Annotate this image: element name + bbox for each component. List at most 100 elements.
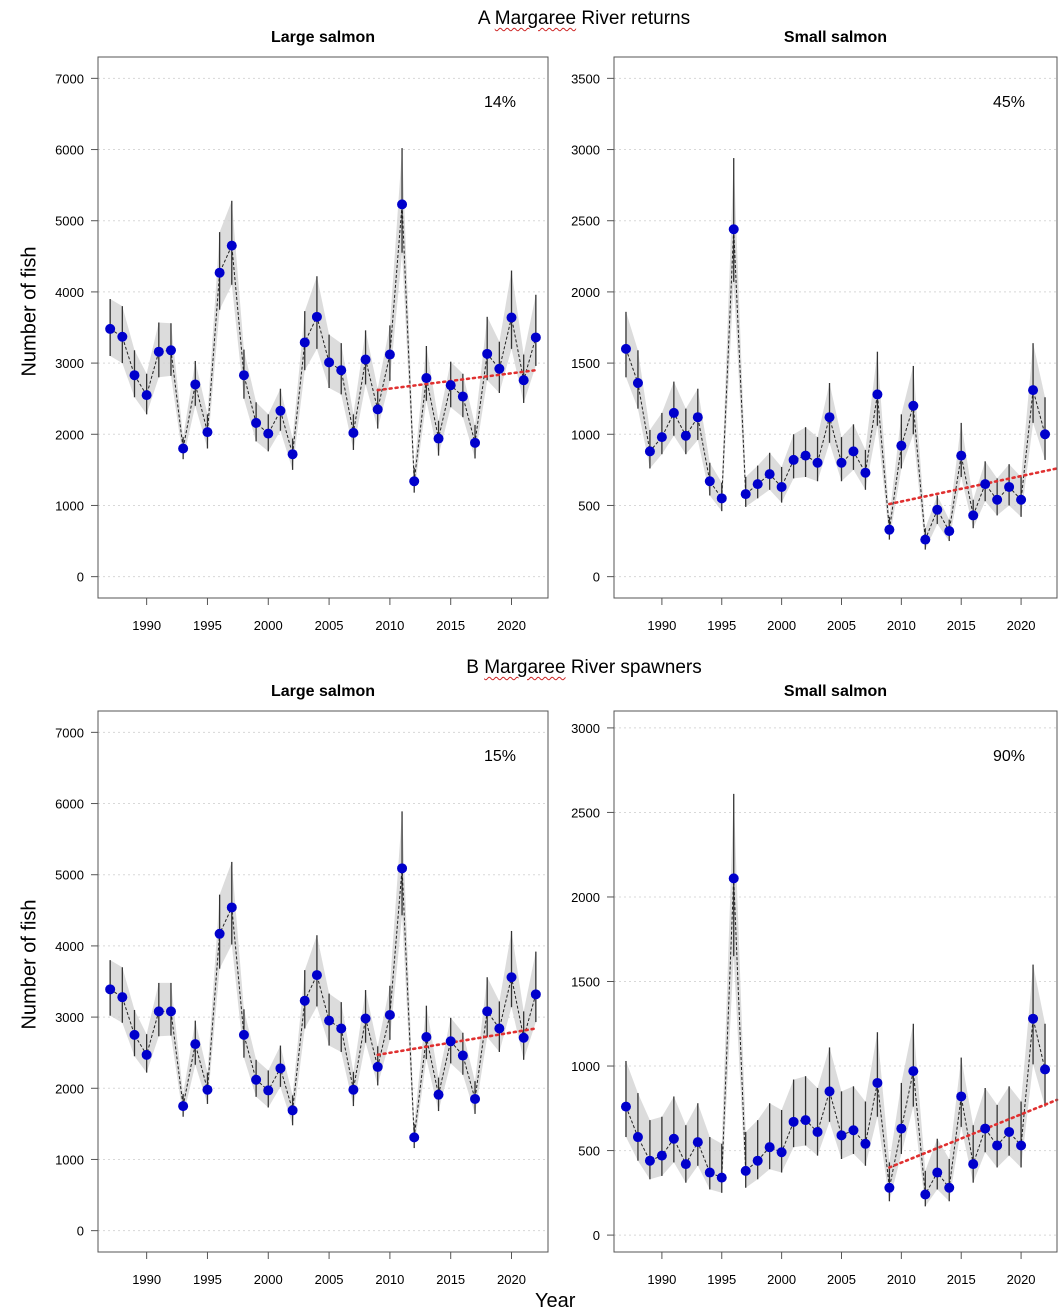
panel-title: Small salmon (784, 683, 887, 700)
data-point (632, 378, 643, 389)
data-point (656, 432, 667, 443)
data-point (457, 391, 468, 402)
data-point (884, 524, 895, 535)
data-point (226, 240, 237, 251)
data-point (932, 1167, 943, 1178)
x-tick-label: 2005 (827, 618, 856, 633)
data-point (740, 489, 751, 500)
data-point (896, 440, 907, 451)
y-tick-label: 2500 (571, 214, 600, 229)
x-tick-label: 2000 (254, 1272, 283, 1287)
x-tick-label: 1995 (193, 618, 222, 633)
panel-title: Small salmon (784, 29, 887, 46)
data-point (968, 1159, 979, 1170)
data-point (421, 1032, 432, 1043)
y-tick-label: 4000 (55, 939, 84, 954)
panel-title: Large salmon (271, 29, 375, 46)
x-tick-label: 2020 (1007, 618, 1036, 633)
data-point (372, 404, 383, 415)
data-point (1004, 1126, 1015, 1137)
y-tick-label: 500 (578, 1144, 600, 1159)
data-point (800, 1115, 811, 1126)
data-point (129, 1029, 140, 1040)
x-tick-label: 1995 (193, 1272, 222, 1287)
data-point (812, 457, 823, 468)
data-point (776, 1147, 787, 1158)
y-tick-label: 3000 (55, 1010, 84, 1025)
x-tick-label: 2010 (887, 618, 916, 633)
data-point (884, 1182, 895, 1193)
data-point (117, 992, 128, 1003)
x-tick-label: 2005 (315, 618, 344, 633)
data-point (202, 1084, 213, 1095)
data-point (494, 363, 505, 374)
data-point (518, 375, 529, 386)
data-point (129, 370, 140, 381)
data-point (980, 479, 991, 490)
y-tick-label: 7000 (55, 725, 84, 740)
trend-line (888, 1098, 1059, 1169)
y-tick-label: 2000 (55, 1081, 84, 1096)
x-tick-label: 2000 (767, 1272, 796, 1287)
data-point (311, 970, 322, 981)
y-tick-label: 0 (77, 1224, 84, 1239)
data-point (397, 863, 408, 874)
data-point (752, 479, 763, 490)
data-point (788, 1116, 799, 1127)
data-point (336, 365, 347, 376)
data-point (680, 1159, 691, 1170)
y-tick-label: 1000 (571, 427, 600, 442)
y-tick-label: 0 (593, 570, 600, 585)
data-point (384, 349, 395, 360)
data-point (944, 1182, 955, 1193)
plot-frame (97, 710, 549, 1253)
percent-annotation: 90% (993, 748, 1025, 765)
data-point (872, 1077, 883, 1088)
plot-frame (613, 56, 1058, 599)
data-point (824, 1086, 835, 1097)
x-tick-label: 2015 (947, 618, 976, 633)
panel-title: Large salmon (271, 683, 375, 700)
data-point (141, 390, 152, 401)
trend-line (376, 1027, 538, 1057)
y-tick-label: 3000 (571, 721, 600, 736)
data-point (251, 417, 262, 428)
data-point (1040, 1064, 1051, 1075)
plot-frame (97, 56, 549, 599)
data-point (980, 1123, 991, 1134)
y-tick-label: 2500 (571, 805, 600, 820)
data-point (190, 379, 201, 390)
data-point (263, 1085, 274, 1096)
data-point (299, 995, 310, 1006)
percent-annotation: 14% (484, 94, 516, 111)
x-tick-label: 2015 (947, 1272, 976, 1287)
data-point (482, 348, 493, 359)
x-tick-label: 1995 (707, 1272, 736, 1287)
x-axis-label: Year (535, 1290, 576, 1312)
data-point (800, 450, 811, 461)
y-tick-label: 6000 (55, 797, 84, 812)
x-tick-label: 1995 (707, 618, 736, 633)
y-tick-label: 3500 (571, 71, 600, 86)
data-point (644, 1155, 655, 1166)
data-point (105, 984, 116, 995)
data-point (105, 323, 116, 334)
percent-annotation: 45% (993, 94, 1025, 111)
series-line (109, 868, 537, 1138)
confidence-band (626, 793, 1045, 1207)
x-tick-label: 2020 (497, 618, 526, 633)
data-point (968, 510, 979, 521)
data-point (788, 454, 799, 465)
data-point (860, 1138, 871, 1149)
x-tick-label: 2000 (254, 618, 283, 633)
y-tick-label: 2000 (571, 285, 600, 300)
confidence-band (110, 811, 536, 1149)
y-tick-label: 1500 (571, 356, 600, 371)
y-tick-label: 0 (593, 1228, 600, 1243)
data-point (275, 405, 286, 416)
data-point (848, 446, 859, 457)
